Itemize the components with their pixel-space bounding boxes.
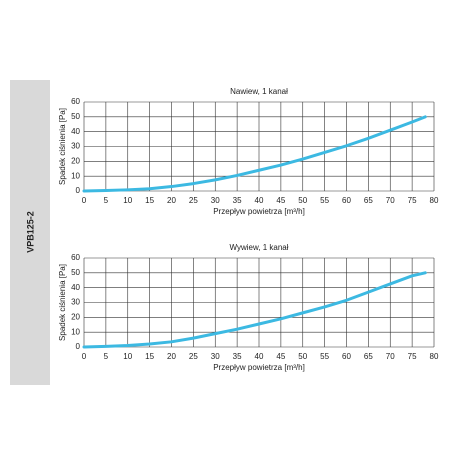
x-tick-label: 50 [298,352,307,361]
x-tick-label: 80 [430,196,439,205]
x-tick-label: 10 [123,196,132,205]
x-tick-label: 70 [386,352,395,361]
x-tick-label: 80 [430,352,439,361]
y-tick-label: 40 [71,127,80,136]
x-tick-label: 75 [408,196,417,205]
y-tick-label: 0 [76,342,81,351]
x-tick-label: 25 [189,196,198,205]
x-tick-label: 55 [320,196,329,205]
x-tick-label: 20 [167,196,176,205]
x-tick-label: 15 [145,352,154,361]
chart-title: Nawiew, 1 kanał [230,87,288,96]
x-tick-label: 40 [255,196,264,205]
y-axis-label: Spadek ciśnienia [Pa] [58,108,67,185]
x-tick-label: 25 [189,352,198,361]
x-tick-label: 70 [386,196,395,205]
y-tick-label: 20 [71,312,80,321]
x-tick-label: 35 [233,196,242,205]
y-tick-label: 10 [71,171,80,180]
y-tick-label: 60 [71,253,80,262]
side-label: VPB125-2 [25,211,35,253]
y-axis-label: Spadek ciśnienia [Pa] [58,264,67,341]
y-tick-label: 40 [71,283,80,292]
x-tick-label: 55 [320,352,329,361]
y-tick-label: 60 [71,97,80,106]
y-tick-label: 10 [71,327,80,336]
x-tick-label: 0 [82,352,87,361]
side-bar [10,80,50,385]
x-tick-label: 40 [255,352,264,361]
x-tick-label: 5 [104,196,109,205]
y-tick-label: 30 [71,298,80,307]
x-tick-label: 65 [364,352,373,361]
y-tick-label: 0 [76,186,81,195]
x-tick-label: 60 [342,352,351,361]
x-tick-label: 75 [408,352,417,361]
x-tick-label: 5 [104,352,109,361]
x-tick-label: 10 [123,352,132,361]
x-tick-label: 65 [364,196,373,205]
x-axis-label: Przepływ powietrza [m³/h] [213,363,305,372]
x-tick-label: 50 [298,196,307,205]
x-tick-label: 0 [82,196,87,205]
data-line [82,115,427,193]
data-line [82,271,427,349]
y-tick-label: 50 [71,112,80,121]
x-tick-label: 35 [233,352,242,361]
chart-title: Wywiew, 1 kanał [229,243,288,252]
x-tick-label: 30 [211,196,220,205]
x-tick-label: 45 [276,352,285,361]
y-tick-label: 50 [71,268,80,277]
y-tick-label: 30 [71,142,80,151]
x-tick-label: 15 [145,196,154,205]
x-axis-label: Przepływ powietrza [m³/h] [213,207,305,216]
y-tick-label: 20 [71,156,80,165]
x-tick-label: 60 [342,196,351,205]
x-tick-label: 45 [276,196,285,205]
x-tick-label: 30 [211,352,220,361]
x-tick-label: 20 [167,352,176,361]
